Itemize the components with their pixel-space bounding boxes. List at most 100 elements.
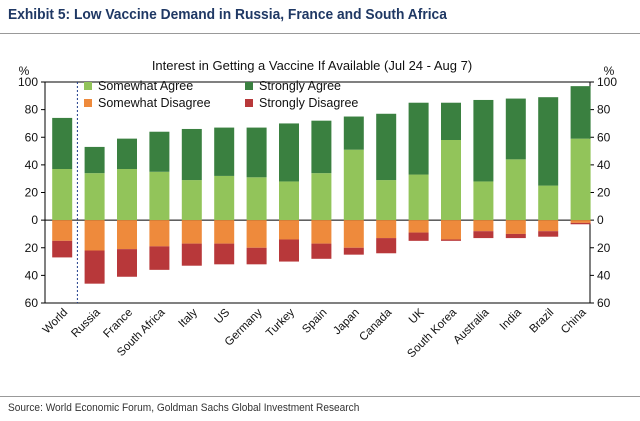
y-tick-label-left: 20 <box>25 186 39 200</box>
bar-strongly-agree <box>149 131 170 172</box>
y-tick-label-right: 20 <box>597 186 611 200</box>
bar-somewhat-disagree <box>214 220 235 244</box>
y-tick-label-left: 100 <box>18 75 38 89</box>
bar-somewhat-agree <box>408 174 429 221</box>
bar-strongly-disagree <box>408 232 429 241</box>
bar-strongly-agree <box>246 127 267 178</box>
y-tick-label-right: 0 <box>597 213 604 227</box>
bar-somewhat-disagree <box>279 220 299 240</box>
bottom-rule <box>0 396 640 397</box>
bar-strongly-agree <box>570 86 591 139</box>
bar-somewhat-disagree <box>52 220 73 241</box>
bar-strongly-disagree <box>376 238 397 254</box>
bar-strongly-disagree <box>441 239 461 241</box>
legend-label: Strongly Agree <box>259 79 341 93</box>
bar-somewhat-disagree <box>376 220 397 239</box>
y-tick-label-left: 40 <box>25 158 39 172</box>
y-axis-left-unit: % <box>19 64 30 78</box>
bar-strongly-agree <box>408 102 429 175</box>
bar-strongly-disagree <box>149 246 170 270</box>
y-tick-label-left: 60 <box>25 296 39 310</box>
bar-somewhat-agree <box>311 173 332 221</box>
category-label: China <box>559 306 589 336</box>
bar-somewhat-disagree <box>149 220 170 247</box>
bar-strongly-agree <box>538 97 559 186</box>
y-tick-label-left: 60 <box>25 130 39 144</box>
bar-somewhat-agree <box>538 185 559 221</box>
bar-somewhat-agree <box>84 173 105 221</box>
bar-somewhat-agree <box>376 180 397 221</box>
y-tick-label-right: 20 <box>597 241 611 255</box>
bar-somewhat-disagree <box>311 220 332 244</box>
bar-strongly-agree <box>473 99 494 182</box>
y-tick-label-left: 20 <box>25 241 39 255</box>
bar-strongly-disagree <box>279 239 299 262</box>
bar-somewhat-agree <box>117 169 137 221</box>
category-label: Spain <box>300 307 329 336</box>
bar-somewhat-agree <box>279 181 299 221</box>
exhibit-title: Exhibit 5: Low Vaccine Demand in Russia,… <box>8 6 447 23</box>
bar-somewhat-agree <box>505 159 526 221</box>
bar-strongly-disagree <box>84 250 105 284</box>
bar-strongly-agree <box>52 117 73 170</box>
bar-strongly-agree <box>84 146 105 174</box>
y-tick-label-left: 80 <box>25 103 39 117</box>
category-label: US <box>213 306 233 326</box>
chart-title: Interest in Getting a Vaccine If Availab… <box>152 58 472 73</box>
bar-somewhat-agree <box>570 138 591 221</box>
bar-somewhat-disagree <box>181 220 202 244</box>
bar-strongly-agree <box>279 123 299 182</box>
category-label: Russia <box>69 306 103 340</box>
stacked-bar-chart: Interest in Getting a Vaccine If Availab… <box>18 58 617 360</box>
bar-strongly-disagree <box>117 249 137 277</box>
y-tick-label-right: 60 <box>597 130 611 144</box>
bar-somewhat-disagree <box>343 220 364 248</box>
bar-somewhat-agree <box>149 171 170 221</box>
bar-somewhat-agree <box>246 177 267 221</box>
bar-somewhat-agree <box>214 175 235 221</box>
bar-strongly-disagree <box>246 247 267 265</box>
category-label: Italy <box>177 306 201 330</box>
category-label: India <box>498 306 525 333</box>
top-rule <box>0 33 640 34</box>
bar-somewhat-disagree <box>570 220 591 223</box>
y-tick-label-right: 40 <box>597 158 611 172</box>
bar-somewhat-disagree <box>84 220 105 251</box>
bar-somewhat-agree <box>343 149 364 221</box>
y-tick-label-left: 40 <box>25 268 39 282</box>
y-axis-right-unit: % <box>604 64 615 78</box>
category-label: Canada <box>357 306 394 343</box>
bar-strongly-disagree <box>181 243 202 266</box>
bar-strongly-agree <box>376 113 397 181</box>
bar-somewhat-agree <box>181 180 202 221</box>
legend-label: Strongly Disagree <box>259 96 358 110</box>
category-label: World <box>41 307 71 337</box>
legend-swatch <box>245 82 253 90</box>
legend-swatch <box>245 99 253 107</box>
bar-strongly-disagree <box>52 240 73 258</box>
bar-strongly-disagree <box>505 233 526 239</box>
bar-somewhat-disagree <box>441 220 461 240</box>
y-tick-label-right: 100 <box>597 75 617 89</box>
bar-somewhat-disagree <box>505 220 526 234</box>
legend-label: Somewhat Agree <box>98 79 193 93</box>
bar-strongly-agree <box>181 128 202 181</box>
category-label: Turkey <box>264 306 297 339</box>
bar-strongly-agree <box>214 127 235 176</box>
category-label: Japan <box>331 307 362 338</box>
source-note: Source: World Economic Forum, Goldman Sa… <box>8 402 360 414</box>
bar-strongly-disagree <box>538 231 559 237</box>
bar-somewhat-disagree <box>473 220 494 232</box>
bar-strongly-agree <box>505 98 526 160</box>
legend-label: Somewhat Disagree <box>98 96 211 110</box>
bar-somewhat-disagree <box>538 220 559 232</box>
bar-strongly-agree <box>117 138 137 170</box>
y-tick-label-right: 60 <box>597 296 611 310</box>
bar-somewhat-disagree <box>246 220 267 248</box>
y-tick-label-right: 80 <box>597 103 611 117</box>
bar-somewhat-disagree <box>408 220 429 233</box>
category-label: UK <box>407 306 427 326</box>
category-label: Australia <box>451 306 492 347</box>
bar-somewhat-agree <box>52 169 73 221</box>
